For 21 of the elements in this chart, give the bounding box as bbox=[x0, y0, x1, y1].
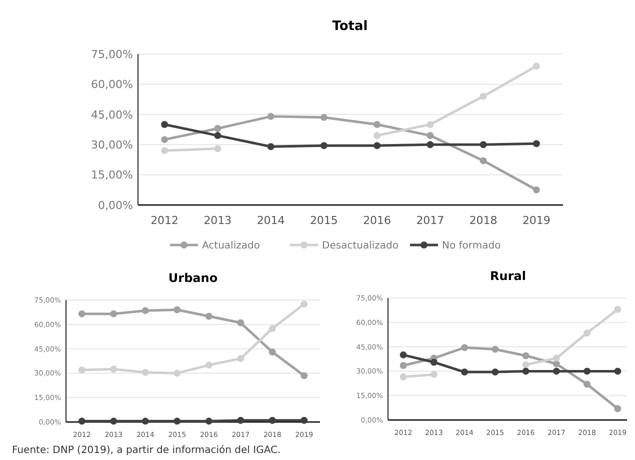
legend-label: Actualizado bbox=[202, 240, 260, 252]
y-tick-label: 30,00% bbox=[91, 138, 133, 152]
x-tick-label: 2015 bbox=[310, 214, 338, 227]
chart-title: Rural bbox=[490, 269, 526, 283]
x-tick-label: 2017 bbox=[416, 214, 444, 227]
source-note: Fuente: DNP (2019), a partir de información del IGAC. bbox=[12, 445, 281, 456]
x-tick-label: 2016 bbox=[363, 214, 392, 227]
chart-title: Total bbox=[332, 19, 368, 34]
x-tick-label: 2012 bbox=[150, 214, 179, 227]
x-tick-label: 2019 bbox=[522, 214, 550, 227]
x-tick-label: 2013 bbox=[204, 214, 232, 227]
chart-title: Urbano bbox=[168, 271, 218, 285]
x-tick-label: 2014 bbox=[256, 214, 285, 227]
y-tick-label: 45,00% bbox=[91, 108, 133, 122]
y-tick-label: 0,00% bbox=[98, 198, 133, 212]
x-tick-label: 2018 bbox=[469, 214, 498, 227]
y-tick-label: 15,00% bbox=[91, 168, 133, 182]
legend-label: No formado bbox=[442, 240, 501, 252]
y-tick-label: 75,00% bbox=[91, 48, 133, 61]
legend-label: Desactualizado bbox=[322, 240, 398, 252]
y-tick-label: 60,00% bbox=[91, 78, 133, 92]
